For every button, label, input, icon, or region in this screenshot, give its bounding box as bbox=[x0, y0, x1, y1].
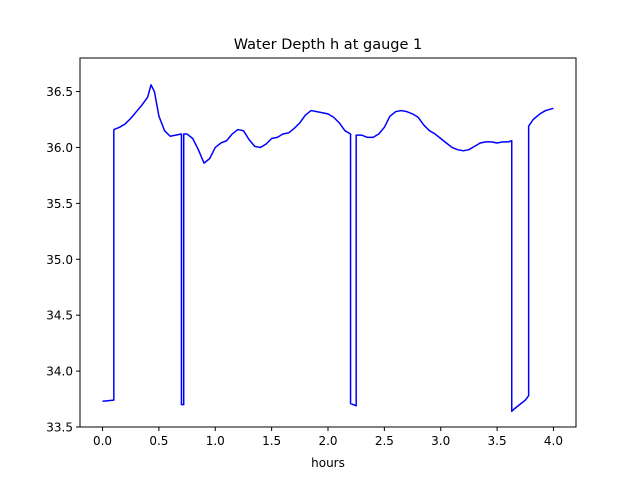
x-tick-label: 3.5 bbox=[488, 434, 507, 448]
x-tick-label: 2.0 bbox=[318, 434, 337, 448]
x-tick-label: 2.5 bbox=[375, 434, 394, 448]
y-tick-label: 36.5 bbox=[46, 85, 73, 99]
y-tick-label: 33.5 bbox=[46, 421, 73, 435]
chart-title: Water Depth h at gauge 1 bbox=[234, 37, 422, 53]
x-axis-label: hours bbox=[311, 456, 345, 470]
series-line-0 bbox=[102, 84, 554, 413]
x-tick-label: 1.5 bbox=[262, 434, 281, 448]
y-tick-label: 34.0 bbox=[46, 365, 73, 379]
y-tick-label: 34.5 bbox=[46, 309, 73, 323]
y-tick-label: 36.0 bbox=[46, 141, 73, 155]
x-tick-label: 0.0 bbox=[93, 434, 112, 448]
x-tick-label: 3.0 bbox=[431, 434, 450, 448]
x-tick-label: 4.0 bbox=[544, 434, 563, 448]
y-tick-label: 35.5 bbox=[46, 197, 73, 211]
x-tick-label: 1.0 bbox=[206, 434, 225, 448]
x-tick-label: 0.5 bbox=[149, 434, 168, 448]
y-tick-label: 35.0 bbox=[46, 253, 73, 267]
plot-area bbox=[102, 84, 554, 413]
